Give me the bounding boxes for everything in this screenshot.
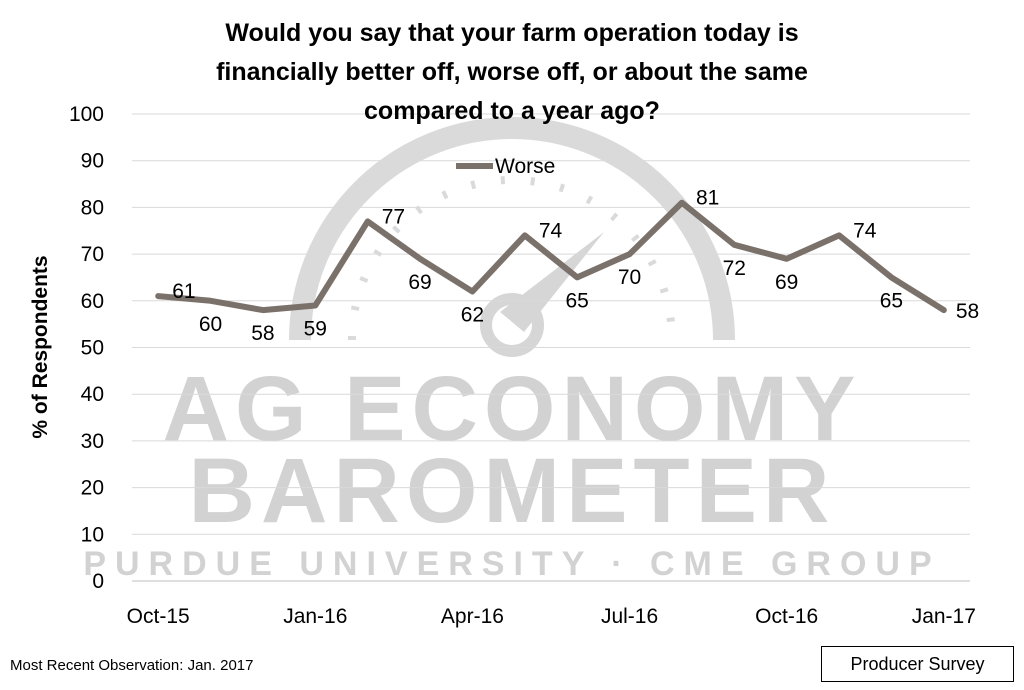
data-label: 65 xyxy=(566,289,589,312)
data-point xyxy=(157,295,159,297)
data-point xyxy=(314,304,316,306)
legend: Worse xyxy=(456,155,555,178)
watermark: AG ECONOMY BAROMETER PURDUE UNIVERSITY ·… xyxy=(83,117,940,583)
chart-title-line-1: Would you say that your farm operation t… xyxy=(225,19,798,47)
x-axis-ticks: Oct-15 Jan-16 Apr-16 Jul-16 Oct-16 Jan-17 xyxy=(127,605,976,628)
data-label: 69 xyxy=(775,271,798,294)
data-point xyxy=(419,258,421,260)
y-axis-ticks: 0 10 20 30 40 50 60 70 80 90 100 xyxy=(69,103,104,593)
data-label: 69 xyxy=(408,271,431,294)
data-label: 74 xyxy=(539,219,563,242)
gauge-icon xyxy=(289,117,735,357)
data-label: 65 xyxy=(880,289,903,312)
data-label: 58 xyxy=(251,322,274,345)
series-line-worse xyxy=(155,199,947,314)
data-point xyxy=(524,234,526,236)
y-tick-label: 10 xyxy=(81,523,104,546)
x-tick-label: Jul-16 xyxy=(601,605,658,628)
data-point xyxy=(471,290,473,292)
data-point xyxy=(681,202,683,204)
y-tick-label: 80 xyxy=(81,196,104,219)
data-label: 74 xyxy=(853,219,877,242)
y-axis-label: % of Respondents xyxy=(29,255,52,438)
y-tick-label: 0 xyxy=(92,570,104,593)
data-label: 60 xyxy=(199,313,222,336)
chart-title-line-2: financially better off, worse off, or ab… xyxy=(216,58,808,86)
data-point xyxy=(576,276,578,278)
x-tick-label: Jan-16 xyxy=(283,605,347,628)
y-tick-label: 70 xyxy=(81,243,104,266)
data-label: 58 xyxy=(956,300,979,323)
data-label: 72 xyxy=(723,257,746,280)
watermark-line1: AG ECONOMY xyxy=(163,358,862,460)
data-point xyxy=(733,244,735,246)
y-tick-label: 20 xyxy=(81,477,104,500)
x-tick-label: Jan-17 xyxy=(912,605,976,628)
data-label: 81 xyxy=(696,187,719,210)
watermark-line3: PURDUE UNIVERSITY · CME GROUP xyxy=(83,545,940,583)
source-label: Producer Survey xyxy=(821,646,1014,682)
data-label: 77 xyxy=(382,205,405,228)
y-tick-label: 50 xyxy=(81,337,104,360)
x-tick-label: Apr-16 xyxy=(441,605,504,628)
data-point xyxy=(210,300,212,302)
x-tick-label: Oct-16 xyxy=(755,605,818,628)
data-point xyxy=(262,309,264,311)
y-tick-label: 100 xyxy=(69,103,104,126)
data-point xyxy=(838,234,840,236)
data-point xyxy=(629,253,631,255)
y-tick-label: 30 xyxy=(81,430,104,453)
legend-label-worse: Worse xyxy=(495,155,555,178)
data-point xyxy=(367,220,369,222)
series-worse xyxy=(155,199,947,314)
data-label: 70 xyxy=(618,266,641,289)
y-tick-label: 60 xyxy=(81,290,104,313)
chart-title-line-3: compared to a year ago? xyxy=(364,97,660,125)
data-label: 62 xyxy=(461,303,484,326)
data-point xyxy=(943,309,945,311)
footnote: Most Recent Observation: Jan. 2017 xyxy=(10,657,254,674)
watermark-line2: BAROMETER xyxy=(189,440,836,542)
data-point xyxy=(890,276,892,278)
data-label: 61 xyxy=(172,280,195,303)
chart-title: Would you say that your farm operation t… xyxy=(216,19,808,125)
x-tick-label: Oct-15 xyxy=(127,605,190,628)
y-tick-label: 40 xyxy=(81,383,104,406)
data-point xyxy=(786,258,788,260)
data-label: 59 xyxy=(304,317,327,340)
y-tick-label: 90 xyxy=(81,150,104,173)
